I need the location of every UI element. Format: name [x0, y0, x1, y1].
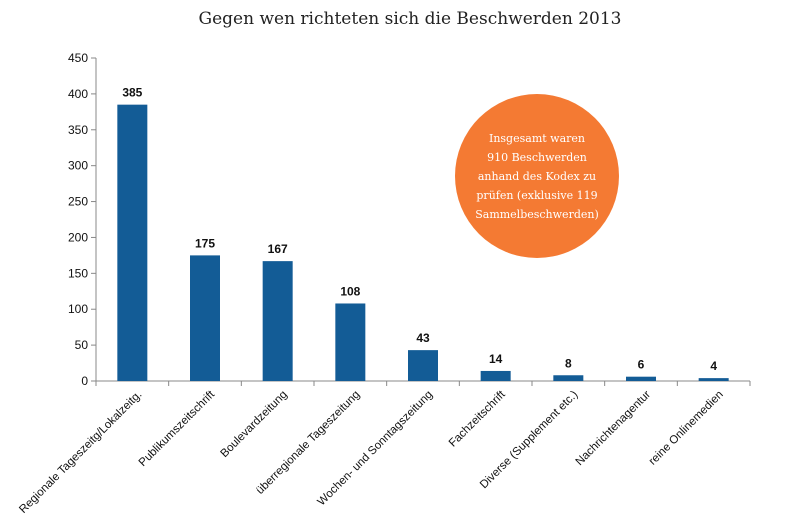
bar: [626, 376, 656, 381]
data-label: 175: [195, 236, 215, 250]
y-tick-label: 100: [68, 302, 88, 316]
data-label: 4: [710, 359, 717, 373]
bar: [553, 375, 584, 381]
y-tick-label: 0: [81, 374, 88, 388]
annotation: Insgesamt waren 910 Beschwerden anhand des…: [455, 94, 619, 258]
x-category-label: Nachrichtenagentur: [574, 389, 654, 469]
bars: 385 Regionale Tageszeitg/Lokalzeitg. 175 Pu…: [17, 86, 729, 516]
data-label: 6: [638, 358, 645, 372]
x-category-label: reine Onlinemedien: [647, 389, 726, 468]
chart-title: Gegen wen richteten sich die Beschwerden…: [199, 9, 622, 29]
data-label: 14: [489, 352, 503, 366]
annotation-line: anhand des Kodex zu: [478, 170, 596, 183]
y-tick-label: 200: [68, 230, 88, 244]
bar: [698, 378, 729, 381]
data-label: 8: [565, 356, 572, 370]
annotation-line: prüfen (exklusive 119: [476, 189, 597, 202]
y-tick-label: 400: [68, 87, 88, 101]
data-label: 167: [268, 242, 288, 256]
annotation-bubble: [455, 94, 619, 258]
y-tick-label: 450: [68, 51, 88, 65]
axes: 0 50 100 150 200 250 300 350 400 450: [68, 51, 751, 388]
annotation-line: 910 Beschwerden: [487, 151, 587, 164]
x-category-label: Wochen- und Sonntagszeitung: [316, 389, 436, 509]
x-category-label: Fachzeitschrift: [447, 388, 508, 449]
x-category-label: Publikumszeitschrift: [137, 388, 218, 469]
y-tick-label: 250: [68, 195, 88, 209]
x-category-label: Regionale Tageszeitg/Lokalzeitg.: [17, 389, 144, 516]
annotation-line: Sammelbeschwerden): [475, 208, 599, 221]
data-label: 385: [122, 86, 142, 100]
y-tick-label: 300: [68, 159, 88, 173]
bar: [190, 255, 220, 381]
y-tick-label: 50: [75, 338, 89, 352]
x-category-label: Boulevardzeitung: [218, 389, 289, 460]
bar: [335, 303, 366, 381]
y-tick-label: 150: [68, 266, 88, 280]
bar: [480, 370, 511, 381]
data-label: 43: [416, 331, 430, 345]
bar: [117, 104, 148, 382]
bar: [262, 261, 293, 381]
data-label: 108: [340, 284, 360, 298]
y-tick-label: 350: [68, 123, 88, 137]
bar: [408, 350, 438, 381]
annotation-line: Insgesamt waren: [489, 132, 585, 145]
